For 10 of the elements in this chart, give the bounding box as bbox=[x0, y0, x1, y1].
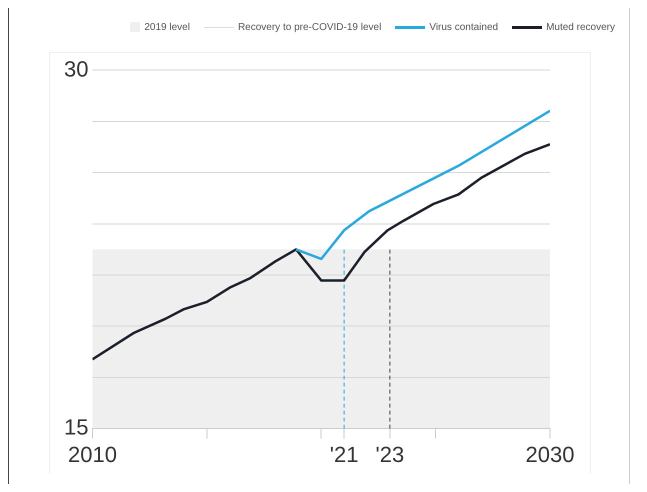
x-tick-label: 2010 bbox=[68, 442, 117, 467]
y-tick-label: 15 bbox=[64, 414, 88, 440]
x-tick-label: '23 bbox=[376, 442, 404, 467]
x-tick-label: 2030 bbox=[526, 442, 574, 467]
y-tick-label: 30 bbox=[64, 56, 88, 82]
legend-label: Muted recovery bbox=[546, 22, 615, 32]
legend-label: 2019 level bbox=[144, 22, 190, 32]
text: Recovery to pre-COVID-19 level bbox=[238, 22, 382, 32]
legend-label: Virus contained bbox=[429, 22, 498, 32]
x-tick-label: '21 bbox=[330, 442, 358, 467]
